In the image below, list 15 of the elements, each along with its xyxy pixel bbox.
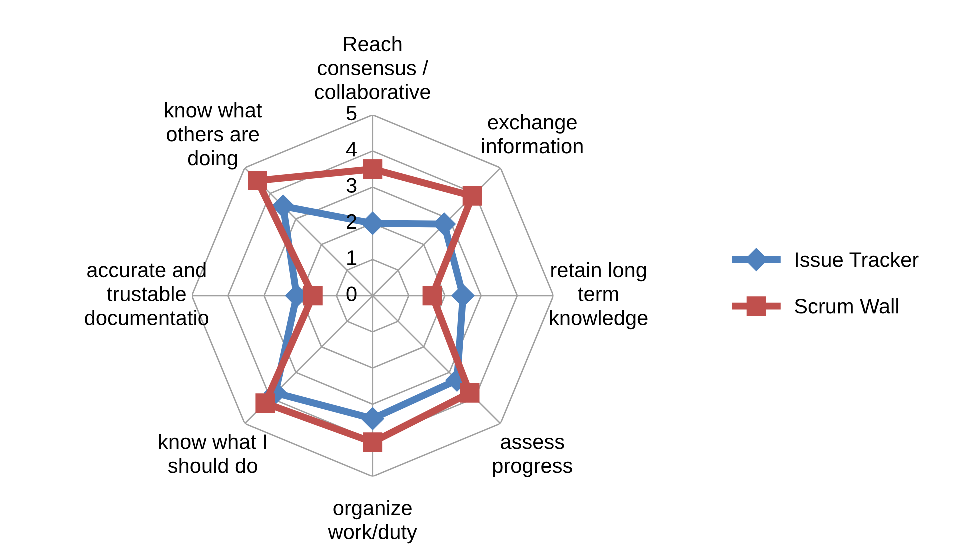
- y-tick-label: 0: [346, 286, 357, 302]
- legend-label: Issue Tracker: [796, 252, 919, 268]
- spoke-label: Reach consensus / collaborative: [315, 36, 430, 100]
- spoke-label: organize work/duty: [328, 500, 418, 544]
- spoke-label: assess progress: [493, 438, 572, 478]
- y-tick-label: 3: [346, 178, 357, 194]
- spoke-label: know what others are doing: [165, 102, 262, 170]
- y-tick-label: 1: [348, 250, 357, 266]
- spoke-label: know what I should do: [159, 434, 266, 474]
- legend-label: Scrum Wall: [795, 298, 898, 314]
- spoke-label: accurate and trustable documentatio: [85, 262, 209, 326]
- spoke-label: retain long term knowledge: [550, 262, 648, 330]
- y-tick-label: 4: [346, 142, 357, 157]
- spoke-label: exchange information: [482, 114, 583, 154]
- y-tick-label: 5: [346, 106, 357, 121]
